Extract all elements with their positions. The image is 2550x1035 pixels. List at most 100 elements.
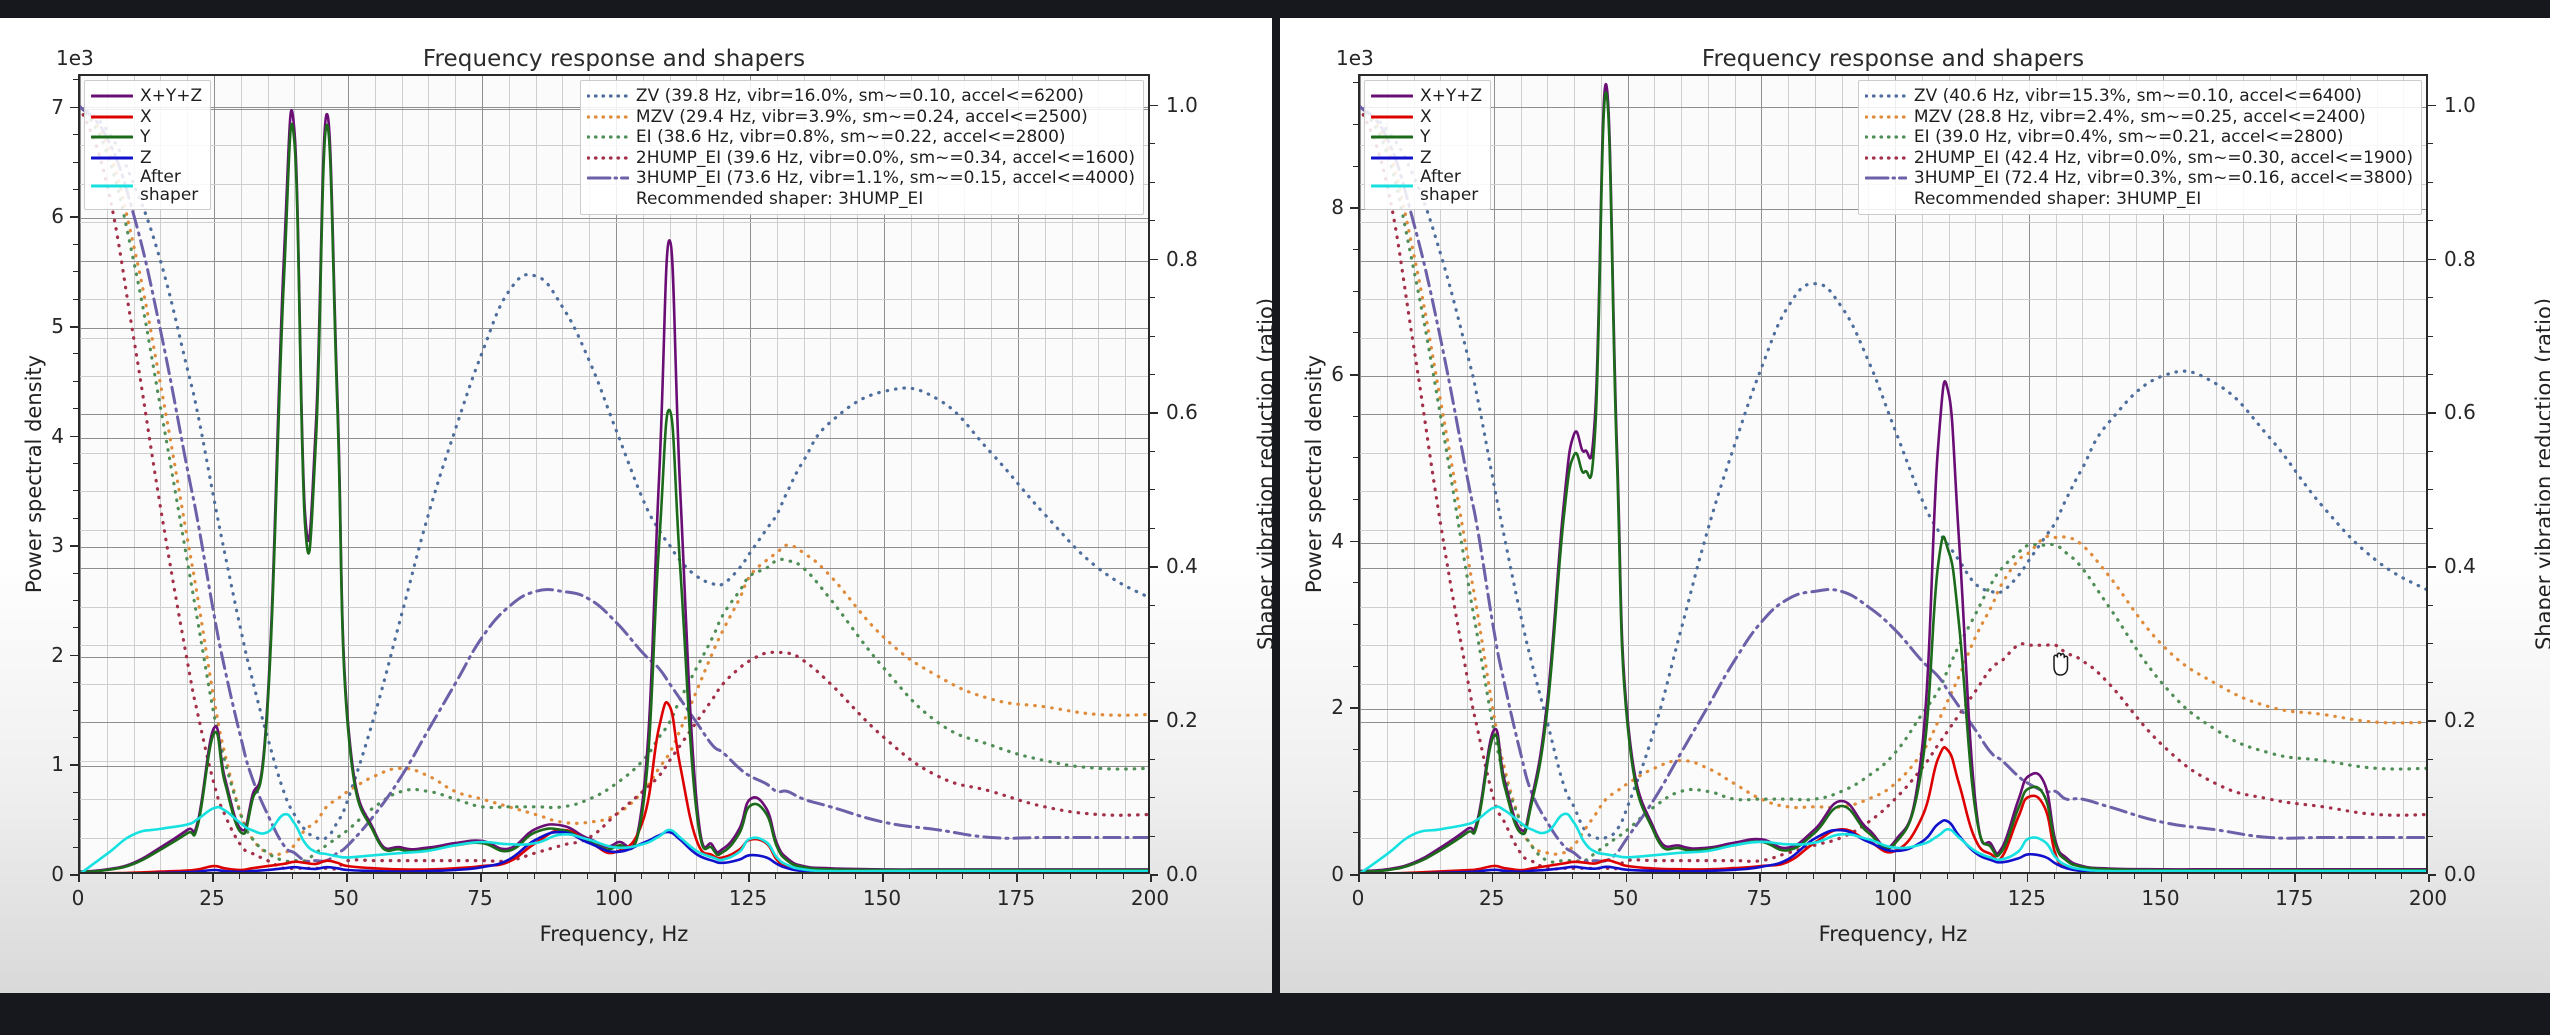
shaper-legend-item-3hump_ei[interactable]: 3HUMP_EI (72.4 Hz, vibr=0.3%, sm~=0.16, …	[1864, 168, 2413, 189]
legend-item-x-y-z[interactable]: X+Y+Z	[1371, 86, 1482, 107]
grid-line-vertical	[2269, 76, 2271, 872]
y-minor-tick-mark-left	[73, 463, 78, 465]
right-figure-panel[interactable]: Frequency response and shapers (/tmp/res…	[1280, 18, 2550, 993]
x-tick-mark	[1893, 874, 1895, 882]
x-minor-tick-mark	[372, 874, 374, 879]
y-minor-tick-mark-right	[1150, 489, 1155, 491]
shaper-legend-item-2hump_ei[interactable]: 2HUMP_EI (39.6 Hz, vibr=0.0%, sm~=0.34, …	[586, 148, 1135, 169]
series-2hump-ei	[80, 105, 1148, 871]
y-tick-mark-right	[1150, 566, 1158, 568]
shaper-legend-item-zv[interactable]: ZV (39.8 Hz, vibr=16.0%, sm~=0.10, accel…	[586, 86, 1135, 107]
left-y-offset-text: 1e3	[56, 46, 94, 70]
grid-line-horizontal	[80, 656, 1148, 658]
y-minor-tick-mark-right	[1150, 643, 1155, 645]
y-minor-tick-mark-left	[73, 353, 78, 355]
x-tick-mark	[346, 874, 348, 882]
grid-line-horizontal	[80, 760, 1148, 762]
left_chart-shaper-legend[interactable]: ZV (39.8 Hz, vibr=16.0%, sm~=0.10, accel…	[579, 80, 1144, 215]
shaper-legend-item-ei[interactable]: EI (39.0 Hz, vibr=0.4%, sm~=0.21, accel<…	[1864, 127, 2413, 148]
legend-item-y[interactable]: Y	[1371, 127, 1482, 148]
shaper-legend-item-zv[interactable]: ZV (40.6 Hz, vibr=15.3%, sm~=0.10, accel…	[1864, 86, 2413, 107]
grid-line-vertical	[321, 76, 323, 872]
grid-line-vertical	[1814, 76, 1816, 872]
shaper-legend-item-mzv[interactable]: MZV (29.4 Hz, vibr=3.9%, sm~=0.24, accel…	[586, 107, 1135, 128]
x-minor-tick-mark	[1123, 874, 1125, 879]
shaper-legend-item-3hump_ei[interactable]: 3HUMP_EI (73.6 Hz, vibr=1.1%, sm~=0.15, …	[586, 168, 1135, 189]
grid-line-horizontal	[80, 299, 1148, 301]
x-minor-tick-mark	[2080, 874, 2082, 879]
y-tick-label-right: 1.0	[2444, 92, 2476, 117]
shaper-legend-item-2hump_ei[interactable]: 2HUMP_EI (42.4 Hz, vibr=0.0%, sm~=0.30, …	[1864, 148, 2413, 169]
grid-line-horizontal	[1360, 299, 2426, 301]
y-tick-label-left: 4	[1331, 528, 1344, 553]
legend-item-x[interactable]: X	[91, 107, 202, 128]
grid-line-vertical	[910, 76, 912, 872]
y-minor-tick-mark-left	[73, 572, 78, 574]
right_chart-axis-series-legend[interactable]: X+Y+Z X Y Z After shaper	[1364, 80, 1492, 210]
grid-line-vertical	[776, 76, 778, 872]
right_chart-shaper-legend[interactable]: ZV (40.6 Hz, vibr=15.3%, sm~=0.10, accel…	[1857, 80, 2422, 215]
legend-item-y[interactable]: Y	[91, 127, 202, 148]
x-tick-label: 75	[467, 886, 493, 910]
legend-item-label: X+Y+Z	[140, 86, 203, 106]
x-tick-mark	[2160, 874, 2162, 882]
grid-line-vertical	[240, 76, 242, 872]
grid-line-horizontal	[80, 766, 1148, 768]
x-minor-tick-mark	[1384, 874, 1386, 879]
x-minor-tick-mark	[1411, 874, 1413, 879]
legend-item-x[interactable]: X	[1371, 107, 1482, 128]
legend-line-swatch-icon	[586, 90, 629, 102]
x-minor-tick-mark	[506, 874, 508, 879]
y-tick-label-left: 0	[51, 862, 64, 886]
legend-item-after-shaper[interactable]: After shaper	[91, 168, 202, 204]
shaper-legend-item-ei[interactable]: EI (38.6 Hz, vibr=0.8%, sm~=0.22, accel<…	[586, 127, 1135, 148]
grid-line-vertical	[562, 76, 564, 872]
grid-line-vertical	[964, 76, 966, 872]
legend-line-swatch-icon	[586, 111, 629, 123]
grid-line-vertical	[589, 76, 591, 872]
x-minor-tick-mark	[1572, 874, 1573, 879]
y-tick-label-left: 7	[51, 94, 64, 119]
left_chart-axis-series-legend[interactable]: X+Y+Z X Y Z After shaper	[84, 80, 212, 210]
x-minor-tick-mark	[667, 874, 669, 879]
grid-line-vertical	[616, 76, 617, 872]
y-minor-tick-mark-right	[2428, 181, 2433, 183]
y-tick-label-right: 0.2	[1166, 708, 1198, 733]
y-tick-label-left: 6	[1331, 362, 1344, 386]
x-tick-mark	[1491, 874, 1494, 882]
grid-line-vertical	[2189, 76, 2191, 872]
grid-line-vertical	[1071, 76, 1073, 872]
y-minor-tick-mark-right	[2428, 643, 2433, 645]
grid-line-vertical	[1493, 76, 1495, 872]
y-minor-tick-mark-right	[1150, 181, 1155, 183]
x-minor-tick-mark	[2401, 874, 2403, 879]
x-tick-mark	[882, 874, 884, 882]
legend-line-swatch-icon	[1864, 131, 1907, 143]
legend-item-z[interactable]: Z	[91, 148, 202, 169]
legend-line-swatch-icon	[1864, 152, 1907, 164]
grid-line-vertical	[2028, 76, 2030, 872]
x-minor-tick-mark	[1705, 874, 1707, 879]
y-tick-mark-right	[1150, 874, 1158, 876]
x-minor-tick-mark	[1069, 874, 1071, 879]
y-minor-tick-mark-right	[1150, 758, 1155, 760]
x-minor-tick-mark	[1545, 874, 1547, 879]
legend-item-z[interactable]: Z	[1371, 148, 1482, 169]
shaper-legend-item-mzv[interactable]: MZV (28.8 Hz, vibr=2.4%, sm~=0.25, accel…	[1864, 107, 2413, 128]
x-tick-label: 50	[333, 886, 359, 910]
y-minor-tick-mark-left	[1353, 415, 1358, 417]
grid-line-vertical	[1574, 76, 1575, 872]
y-minor-tick-mark-right	[1150, 835, 1155, 837]
grid-line-vertical	[830, 76, 832, 872]
x-minor-tick-mark	[426, 874, 428, 879]
grid-line-horizontal	[80, 529, 1148, 531]
grid-line-horizontal	[1360, 760, 2426, 762]
x-minor-tick-mark	[2107, 874, 2108, 879]
legend-item-x-y-z[interactable]: X+Y+Z	[91, 86, 202, 107]
left-figure: Frequency response and shapers (/tmp/res…	[0, 18, 1278, 993]
y-axis-label-left: Power spectral density	[22, 354, 46, 594]
left-figure-panel[interactable]: Frequency response and shapers (/tmp/res…	[0, 18, 1278, 993]
x-minor-tick-mark	[185, 874, 187, 879]
x-tick-label: 175	[996, 886, 1036, 910]
legend-item-after-shaper[interactable]: After shaper	[1371, 168, 1482, 204]
